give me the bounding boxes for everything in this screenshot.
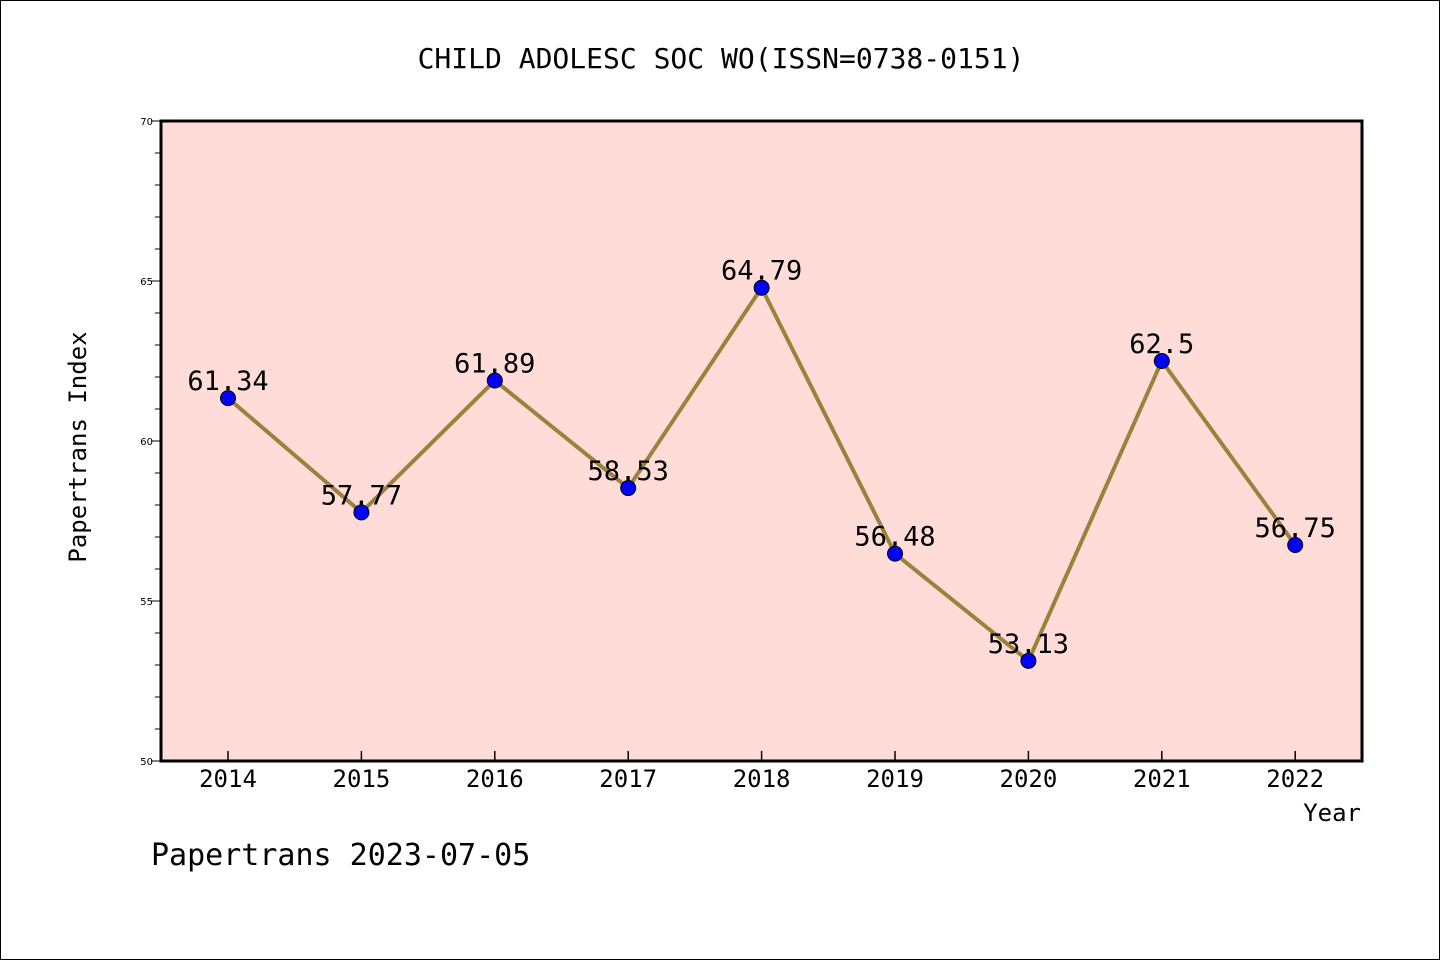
- data-points: [220, 279, 1304, 669]
- data-label: 58.53: [588, 456, 669, 487]
- plot-frame: [159, 119, 1364, 763]
- x-tick-label: 2017: [599, 765, 657, 793]
- x-axis: 2014 2015 2016 2017 2018 2019 2020 2021 2022: [199, 751, 1324, 793]
- data-point: [353, 504, 370, 521]
- data-point: [1020, 652, 1037, 669]
- data-label: 61.89: [454, 349, 535, 380]
- data-point: [486, 372, 503, 389]
- y-tick-label: 65: [140, 277, 153, 288]
- x-tick-label: 2014: [199, 765, 257, 793]
- data-point: [887, 545, 903, 562]
- y-tick-label: 60: [140, 437, 153, 448]
- x-tick-label: 2015: [333, 765, 391, 793]
- data-point: [220, 390, 236, 407]
- data-labels: 61.34 57.77 61.89 58.53 64.79 56.48 53.13 62.5 5…: [187, 256, 1335, 660]
- x-tick-label: 2018: [733, 765, 791, 793]
- data-point: [620, 480, 637, 497]
- y-tick-label: 70: [140, 117, 153, 128]
- y-tick-label: 50: [140, 757, 153, 768]
- y-axis-label: Papertrans Index: [64, 331, 92, 562]
- x-tick-label: 2022: [1266, 765, 1324, 793]
- x-tick-label: 2020: [1000, 765, 1058, 793]
- x-tick-label: 2021: [1133, 765, 1191, 793]
- plot-area: [161, 121, 1362, 761]
- y-tick-label: 55: [140, 597, 153, 608]
- data-point: [1153, 353, 1170, 369]
- x-tick-label: 2016: [466, 765, 524, 793]
- chart-title: CHILD ADOLESC SOC WO(ISSN=0738-0151): [418, 42, 1025, 75]
- data-label: 62.5: [1129, 329, 1194, 360]
- data-label: 56.75: [1255, 513, 1336, 544]
- data-label: 61.34: [187, 366, 268, 397]
- data-label: 53.13: [988, 629, 1069, 660]
- data-label: 57.77: [321, 480, 402, 511]
- x-tick-label: 2019: [866, 765, 924, 793]
- data-label: 56.48: [854, 522, 935, 553]
- footer-text: Papertrans 2023-07-05: [151, 838, 530, 873]
- x-axis-label: Year: [1303, 799, 1361, 827]
- data-point: [1287, 537, 1304, 553]
- data-label: 64.79: [721, 256, 802, 287]
- y-axis: 50 55 60 65 70: [140, 117, 161, 768]
- data-point: [753, 279, 770, 296]
